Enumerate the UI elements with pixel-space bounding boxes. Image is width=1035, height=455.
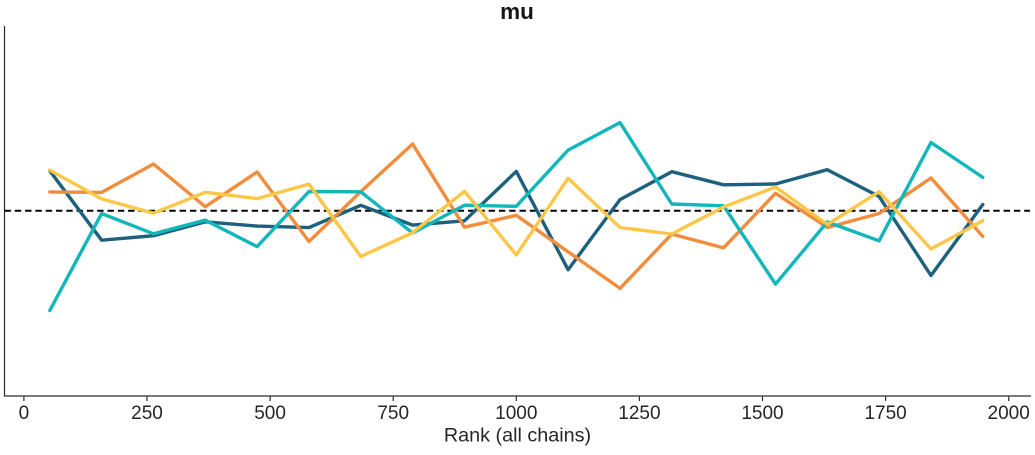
- svg-text:750: 750: [377, 403, 409, 424]
- svg-text:1000: 1000: [495, 403, 537, 424]
- svg-text:Rank (all chains): Rank (all chains): [444, 425, 591, 447]
- svg-text:1250: 1250: [618, 403, 660, 424]
- svg-text:0: 0: [19, 403, 30, 424]
- svg-text:mu: mu: [500, 0, 534, 24]
- svg-text:1750: 1750: [864, 403, 906, 424]
- svg-text:500: 500: [254, 403, 286, 424]
- svg-text:2000: 2000: [988, 403, 1030, 424]
- svg-text:250: 250: [131, 403, 163, 424]
- svg-text:1500: 1500: [741, 403, 783, 424]
